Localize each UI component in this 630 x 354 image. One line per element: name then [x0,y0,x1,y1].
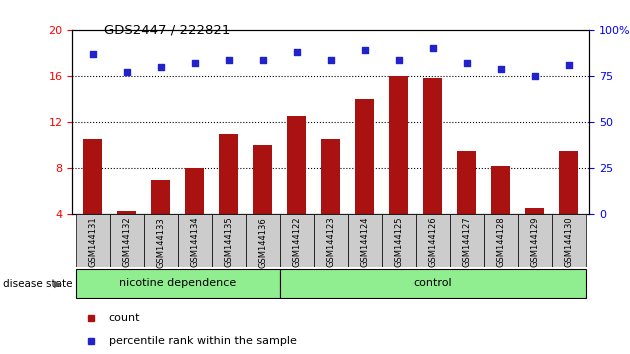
Text: GSM144134: GSM144134 [190,217,199,268]
Bar [491,166,510,214]
Point [190,61,200,66]
Bar [246,214,280,267]
Bar [321,139,340,214]
Bar [416,214,450,267]
Text: nicotine dependence: nicotine dependence [119,278,236,288]
Text: GSM144130: GSM144130 [564,217,573,268]
Bar [144,214,178,267]
Bar [518,214,552,267]
Point [530,73,540,79]
Point [88,51,98,57]
Bar [552,214,586,267]
Bar [110,214,144,267]
Bar [355,99,374,214]
Point [428,46,438,51]
Bar [382,214,416,267]
Bar [280,269,586,297]
Text: GSM144122: GSM144122 [292,217,301,267]
Point [496,66,506,72]
Bar [219,133,238,214]
Text: GSM144124: GSM144124 [360,217,369,267]
Text: GDS2447 / 222821: GDS2447 / 222821 [104,23,231,36]
Bar [423,78,442,214]
Bar [185,168,204,214]
Bar [253,145,272,214]
Text: GSM144132: GSM144132 [122,217,131,268]
Text: GSM144136: GSM144136 [258,217,267,268]
Bar [287,116,306,214]
Bar [348,214,382,267]
Text: percentile rank within the sample: percentile rank within the sample [108,336,297,346]
Text: control: control [413,278,452,288]
Text: GSM144126: GSM144126 [428,217,437,268]
Bar [389,76,408,214]
Text: GSM144131: GSM144131 [88,217,98,268]
Bar [117,211,136,214]
Bar [76,214,110,267]
Bar [314,214,348,267]
Text: GSM144135: GSM144135 [224,217,233,268]
Text: GSM144125: GSM144125 [394,217,403,267]
Point [258,57,268,62]
Bar [457,151,476,214]
Text: GSM144129: GSM144129 [530,217,539,267]
Text: GSM144133: GSM144133 [156,217,165,268]
Text: ▶: ▶ [54,279,62,289]
Bar [178,214,212,267]
Point [462,61,472,66]
Bar [525,209,544,214]
Bar [212,214,246,267]
Point [394,57,404,62]
Text: count: count [108,313,140,323]
Point [122,70,132,75]
Text: GSM144128: GSM144128 [496,217,505,268]
Bar [559,151,578,214]
Bar [280,214,314,267]
Text: disease state: disease state [3,279,72,289]
Text: GSM144123: GSM144123 [326,217,335,268]
Point [360,47,370,53]
Bar [151,179,170,214]
Bar [76,269,280,297]
Text: GSM144127: GSM144127 [462,217,471,268]
Bar [450,214,484,267]
Point [564,62,574,68]
Bar [84,139,102,214]
Point [292,49,302,55]
Point [326,57,336,62]
Bar [484,214,518,267]
Point [224,57,234,62]
Point [156,64,166,70]
